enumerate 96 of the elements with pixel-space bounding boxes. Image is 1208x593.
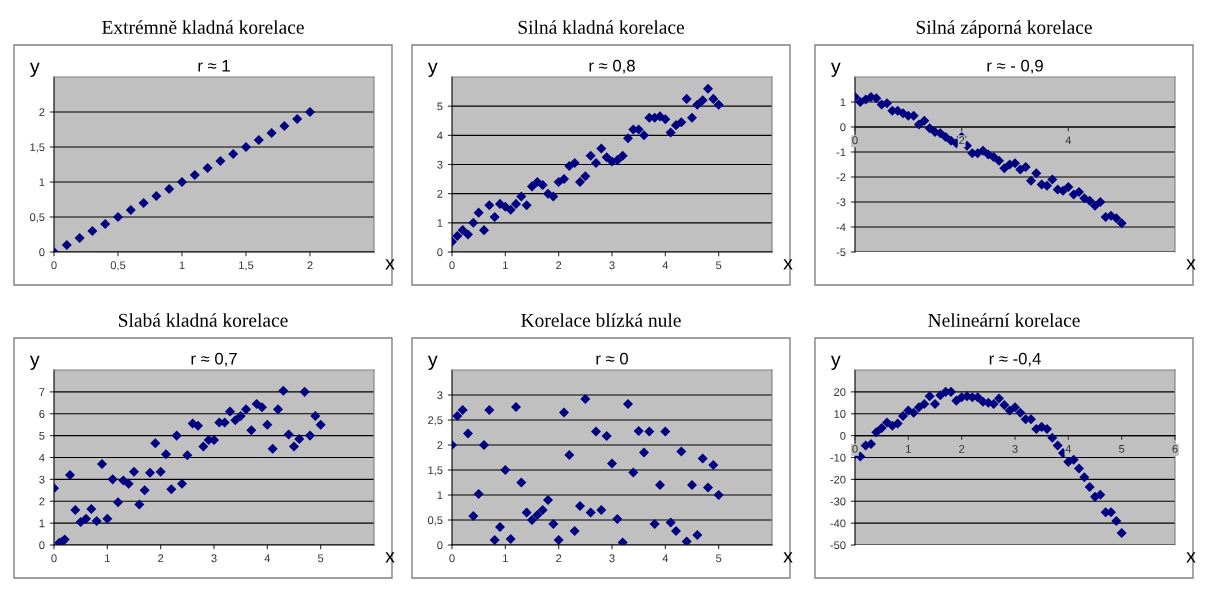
y-tick-label: -2	[836, 173, 846, 182]
x-tick-label: 2	[556, 261, 562, 270]
y-tick-label: 20	[834, 388, 846, 397]
chart-subtitle: r ≈ - 0,9	[987, 59, 1043, 74]
x-tick-label: 2	[959, 136, 965, 145]
x-tick-label: 4	[662, 554, 669, 563]
y-tick-label: -50	[830, 541, 846, 550]
y-tick-label: 0,5	[427, 516, 443, 526]
chart-title: Silná kladná korelace	[518, 20, 685, 34]
chart-title: Silná záporná korelace	[916, 20, 1092, 38]
y-tick-label: 1	[437, 219, 443, 227]
x-axis-title: x	[783, 552, 793, 563]
y-tick-label: -40	[830, 519, 846, 528]
y-tick-label: 7	[39, 388, 45, 396]
chart-subtitle: r ≈ 1	[198, 59, 230, 72]
y-tick-label: 5	[437, 102, 443, 111]
chart-subtitle: r ≈ -0,4	[989, 352, 1041, 367]
chart-title: Korelace blízká nule	[521, 313, 681, 327]
y-tick-label: 0	[39, 541, 45, 550]
y-tick-label: 2	[39, 108, 45, 117]
y-tick-label: 1,5	[30, 143, 45, 153]
x-tick-label: 5	[1119, 445, 1125, 453]
y-tick-label: -3	[836, 198, 846, 207]
x-tick-label: 2	[556, 554, 562, 563]
x-tick-label: 1,5	[239, 261, 254, 271]
y-tick-label: -1	[836, 148, 846, 157]
x-axis-title: x	[783, 259, 793, 270]
x-tick-label: 0	[852, 444, 858, 453]
chart-title: Extrémně kladná korelace	[102, 20, 304, 34]
y-tick-label: 1	[39, 519, 45, 528]
x-tick-label: 0	[449, 261, 455, 270]
x-axis-title: x	[1186, 259, 1196, 270]
chart-subtitle: r ≈ 0	[596, 352, 628, 365]
x-tick-label: 0,5	[110, 261, 126, 271]
y-tick-label: 10	[834, 410, 846, 418]
x-tick-label: 0	[449, 554, 455, 563]
x-tick-label: 3	[211, 554, 217, 563]
x-tick-label: 4	[264, 554, 271, 563]
y-tick-label: 1	[437, 491, 443, 500]
y-tick-label: 1	[39, 178, 45, 187]
x-tick-label: 4	[1065, 136, 1072, 145]
chart-title: Nelineární korelace	[928, 313, 1080, 327]
x-tick-label: 4	[662, 261, 669, 270]
y-tick-label: 1	[840, 98, 846, 107]
y-tick-label: 0	[437, 541, 443, 550]
x-tick-label: 2	[307, 261, 313, 270]
y-tick-label: 3	[39, 475, 45, 484]
y-tick-label: 0	[840, 123, 846, 132]
y-tick-label: -5	[836, 248, 846, 257]
x-tick-label: 1	[906, 445, 911, 453]
y-tick-label: 2	[437, 189, 443, 198]
y-axis-title: y	[427, 62, 438, 77]
x-tick-label: 4	[1065, 445, 1072, 453]
chart-subtitle: r ≈ 0,8	[589, 59, 635, 74]
y-tick-label: 2	[39, 497, 45, 506]
y-axis-title: y	[830, 62, 841, 77]
x-axis-title: x	[385, 552, 395, 563]
y-axis-title: y	[830, 355, 841, 370]
x-axis-title: x	[1186, 552, 1196, 563]
y-axis-title: y	[29, 62, 40, 77]
x-axis-title: x	[385, 259, 395, 270]
x-tick-label: 0	[51, 261, 57, 270]
y-tick-label: 0,5	[29, 213, 45, 223]
y-tick-label: 0	[39, 248, 45, 257]
x-tick-label: 1	[503, 261, 508, 270]
x-tick-label: 1	[503, 554, 508, 563]
y-tick-label: 2,5	[428, 416, 443, 426]
x-tick-label: 5	[318, 554, 324, 563]
y-axis-title: y	[427, 355, 438, 370]
y-tick-label: 1,5	[428, 466, 443, 476]
y-axis-title: y	[29, 355, 40, 370]
x-tick-label: 5	[716, 554, 722, 563]
y-tick-label: 0	[840, 431, 846, 440]
y-tick-label: -10	[830, 453, 846, 462]
x-tick-label: 3	[609, 554, 615, 563]
x-tick-label: 0	[852, 136, 858, 145]
x-tick-label: 2	[158, 554, 164, 563]
y-tick-label: 0	[437, 248, 443, 257]
y-tick-label: 6	[39, 410, 45, 418]
x-tick-label: 2	[959, 444, 965, 453]
y-tick-label: 3	[437, 160, 443, 169]
y-tick-label: -30	[830, 497, 846, 506]
x-tick-label: 3	[1012, 444, 1018, 453]
x-tick-label: 1	[179, 261, 185, 270]
y-tick-label: 5	[39, 432, 45, 440]
y-tick-label: -4	[836, 223, 846, 232]
y-tick-label: -20	[830, 475, 846, 484]
chart-title: Slabá kladná korelace	[119, 313, 288, 327]
x-tick-label: 6	[1172, 444, 1178, 453]
y-tick-label: 4	[39, 453, 45, 462]
x-tick-label: 0	[51, 554, 57, 563]
chart-subtitle: r ≈ 0,7	[191, 352, 237, 367]
x-tick-label: 3	[609, 261, 615, 270]
x-tick-label: 5	[716, 261, 722, 270]
y-tick-label: 3	[437, 391, 443, 400]
x-tick-label: 1	[105, 554, 110, 563]
